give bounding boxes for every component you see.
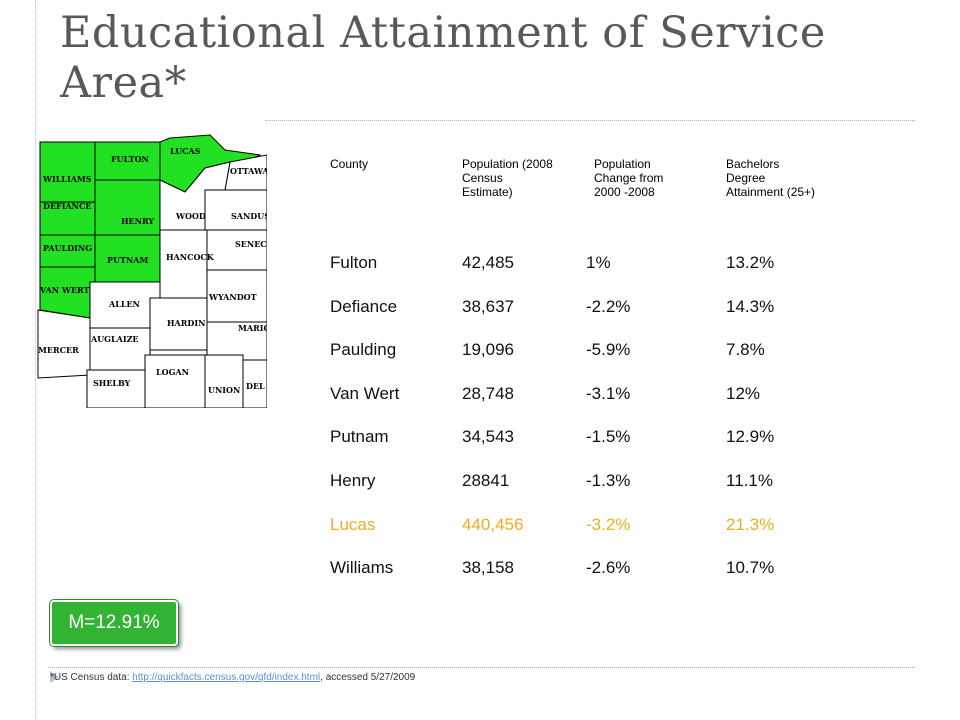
map-label-mercer: MERCER [38, 345, 79, 355]
column-header-change: Population Change from 2000 -2008 [594, 157, 664, 199]
change-cell: -3.1% [586, 383, 631, 403]
column-header-county: County [330, 157, 369, 171]
footnote: *US Census data: http://quickfacts.censu… [50, 672, 415, 683]
change-cell: -2.2% [586, 296, 631, 316]
county-cell: Van Wert [330, 383, 400, 403]
map-shelby-county [86, 369, 146, 408]
county-cell: Henry [330, 471, 376, 490]
table-row: Fulton 42,485 1% 13.2% [330, 253, 830, 283]
map-label-auglaize: AUGLAIZE [90, 334, 139, 344]
map-marion-county [206, 321, 267, 361]
population-cell: 34,543 [462, 427, 514, 447]
map-label-fulton: FULTON [111, 154, 149, 164]
footnote-suffix: , accessed 5/27/2009 [320, 672, 416, 683]
county-cell: Putnam [330, 427, 389, 447]
map-label-sandusky: SANDUS [231, 211, 267, 221]
column-header-bachelors: Bachelors Degree Attainment (25+) [726, 157, 816, 199]
table-row: Henry 28841 -1.3% 11.1% [330, 471, 830, 501]
county-map: WILLIAMS FULTON LUCAS OTTAWA DEFIANCE HE… [35, 130, 267, 408]
table-row: Van Wert 28,748 -3.1% 12% [330, 384, 830, 414]
bachelors-cell: 10.7% [726, 558, 775, 578]
population-cell: 38,637 [462, 296, 514, 316]
map-label-hancock: HANCOCK [166, 252, 215, 262]
change-cell: -3.2% [586, 514, 631, 534]
bachelors-cell: 21.3% [726, 514, 775, 534]
map-label-ottawa: OTTAWA [230, 166, 267, 176]
county-map-svg: WILLIAMS FULTON LUCAS OTTAWA DEFIANCE HE… [37, 134, 267, 408]
map-label-hardin: HARDIN [167, 318, 205, 328]
footnote-bullet-icon [50, 671, 59, 683]
table-row: Williams 38,158 -2.6% 10.7% [330, 558, 830, 588]
county-cell: Williams [330, 558, 394, 578]
population-cell: 440,456 [462, 514, 524, 534]
map-label-putnam: PUTNAM [107, 255, 148, 265]
map-label-wyandot: WYANDOT [208, 292, 257, 302]
footnote-prefix: *US Census data: [50, 672, 133, 683]
table-row: Putnam 34,543 -1.5% 12.9% [330, 427, 830, 457]
table-row: Paulding 19,096 -5.9% 7.8% [330, 340, 830, 370]
county-cell: Paulding [330, 340, 397, 360]
map-label-wood: WOOD [175, 211, 206, 221]
bachelors-cell: 14.3% [726, 296, 775, 316]
map-label-paulding: PAULDING [43, 243, 92, 253]
population-cell: 38,158 [462, 558, 514, 578]
map-label-union: UNION [208, 385, 240, 395]
map-label-defiance: DEFIANCE [43, 201, 91, 211]
county-cell: Fulton [330, 253, 378, 272]
population-cell: 19,096 [462, 340, 514, 360]
change-cell: -1.3% [586, 471, 631, 490]
population-cell: 42,485 [462, 253, 514, 272]
map-seneca-county [206, 229, 267, 271]
table-row: Defiance 38,637 -2.2% 14.3% [330, 297, 830, 327]
change-cell: 1% [586, 253, 611, 272]
map-delaware-county [242, 359, 267, 408]
map-label-delaware: DEL [246, 381, 265, 391]
change-cell: -2.6% [586, 558, 631, 578]
map-williams-county [39, 141, 96, 203]
mean-badge: M=12.91% [50, 600, 178, 646]
county-cell: Defiance [330, 296, 398, 316]
left-guide-line [35, 0, 36, 720]
footer-divider [48, 667, 915, 668]
bachelors-cell: 11.1% [726, 471, 773, 490]
map-label-lucas: LUCAS [170, 146, 201, 156]
map-union-county [204, 354, 244, 408]
population-cell: 28,748 [462, 383, 514, 403]
census-link[interactable]: http://quickfacts.census.gov/qfd/index.h… [132, 672, 321, 683]
map-mercer-county [37, 309, 91, 379]
map-label-shelby: SHELBY [93, 378, 131, 388]
column-header-population: Population (2008 Census Estimate) [462, 157, 553, 199]
bachelors-cell: 12.9% [726, 427, 775, 447]
population-cell: 28841 [462, 471, 510, 490]
map-logan-county [144, 354, 206, 408]
map-label-marion: MARIO [238, 323, 267, 333]
change-cell: -1.5% [586, 427, 631, 447]
bachelors-cell: 13.2% [726, 253, 775, 272]
map-label-vanwert: VAN WERT [39, 285, 89, 295]
change-cell: -5.9% [586, 340, 631, 360]
map-hancock-county [159, 229, 208, 299]
bachelors-cell: 12% [726, 383, 761, 403]
map-label-logan: LOGAN [156, 367, 189, 377]
map-sandusky-county [204, 189, 267, 231]
map-label-seneca: SENEC [235, 239, 267, 249]
county-cell: Lucas [330, 514, 376, 534]
map-label-williams: WILLIAMS [42, 174, 92, 184]
map-henry-county [94, 179, 161, 236]
slide-title: Educational Attainment of Service Area* [60, 8, 826, 108]
title-divider [265, 120, 915, 121]
map-label-henry: HENRY [121, 216, 154, 226]
table-row: Lucas 440,456 -3.2% 21.3% [330, 515, 830, 545]
map-label-allen: ALLEN [108, 299, 140, 309]
bachelors-cell: 7.8% [726, 340, 765, 360]
